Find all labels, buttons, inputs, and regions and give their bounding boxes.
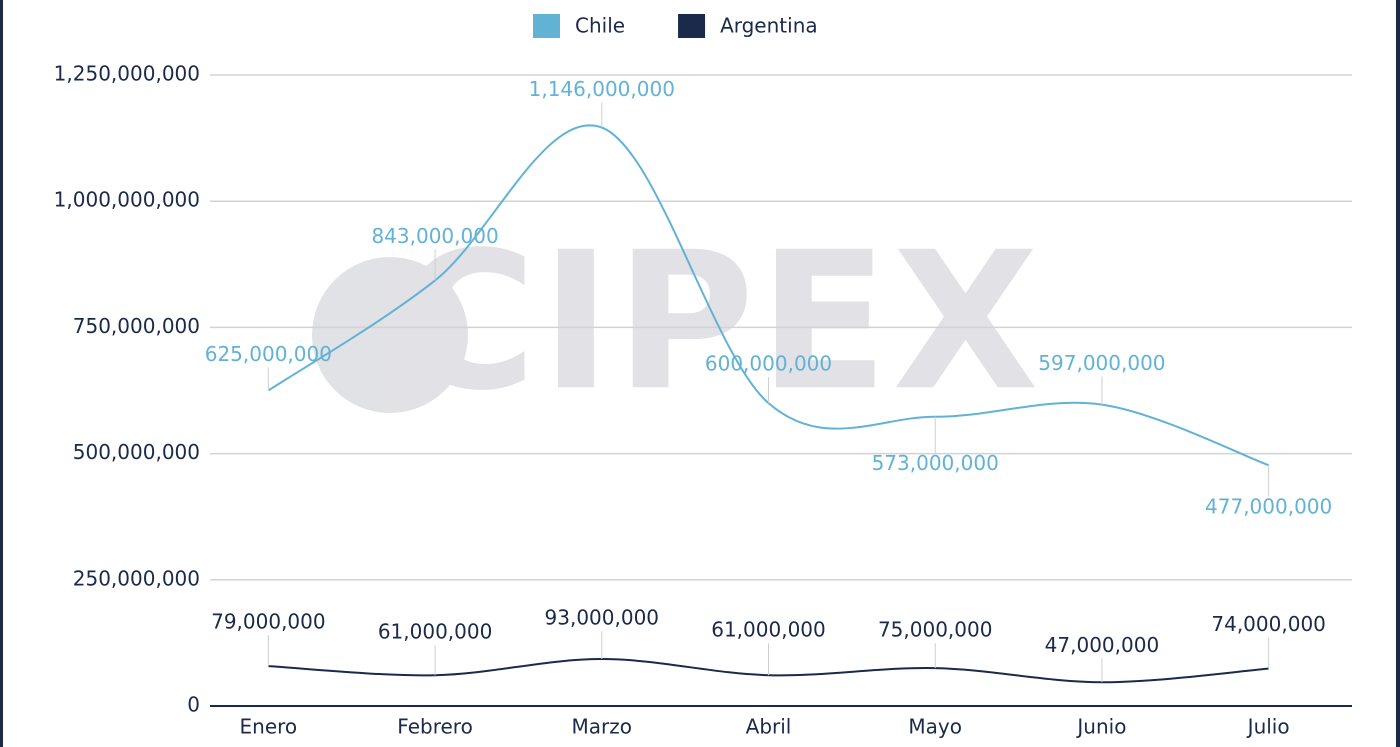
x-tick-label: Marzo [572,715,632,739]
x-tick-label: Julio [1246,715,1290,739]
data-label: 625,000,000 [205,342,332,366]
data-label: 573,000,000 [872,451,999,475]
y-tick-label: 250,000,000 [73,566,200,590]
data-label: 600,000,000 [705,352,832,376]
legend-swatch [678,14,706,38]
y-tick-label: 0 [187,693,200,717]
data-label: 47,000,000 [1045,633,1160,657]
x-tick-label: Abril [746,715,792,739]
y-tick-label: 1,250,000,000 [54,62,200,86]
watermark-logo: CIPEX [312,211,1043,432]
watermark-text: CIPEX [397,211,1043,432]
frame-right [1396,0,1400,747]
frame-left [0,0,3,747]
data-label: 93,000,000 [545,606,660,630]
data-label: 1,146,000,000 [529,77,675,101]
data-label: 74,000,000 [1211,612,1326,636]
data-label: 61,000,000 [378,620,493,644]
data-label: 477,000,000 [1205,495,1332,519]
watermark-globe [312,257,468,413]
legend-label: Chile [575,14,625,38]
y-tick-label: 750,000,000 [73,314,200,338]
x-tick-label: Mayo [908,715,962,739]
data-label: 843,000,000 [371,224,498,248]
legend-swatch [533,14,560,38]
x-tick-label: Enero [240,715,298,739]
y-tick-label: 500,000,000 [73,440,200,464]
data-label: 597,000,000 [1038,351,1165,375]
data-label: 61,000,000 [711,618,826,642]
data-label: 75,000,000 [878,618,993,642]
data-label: 79,000,000 [211,610,326,634]
y-tick-label: 1,000,000,000 [54,188,200,212]
x-tick-label: Febrero [397,715,473,739]
legend-label: Argentina [720,14,818,38]
x-tick-label: Junio [1075,715,1126,739]
